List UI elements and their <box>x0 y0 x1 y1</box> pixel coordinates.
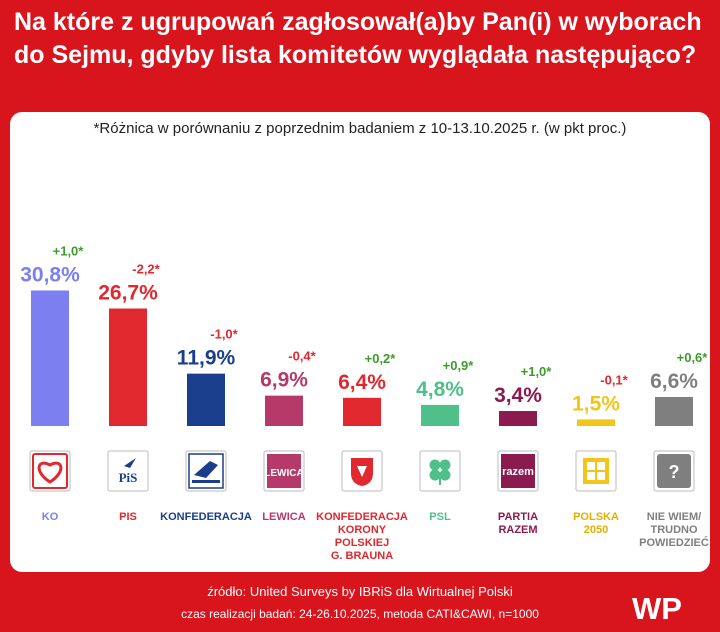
icon-fill <box>501 454 535 488</box>
change-label: +1,0* <box>53 243 85 258</box>
razem-logo-text: razem <box>502 466 534 478</box>
konfederacja-bar-shape <box>192 480 220 483</box>
bar-value-label: 6,9% <box>260 369 308 392</box>
lewica-logo-icon: LEWICA <box>263 450 305 492</box>
bar <box>265 395 303 426</box>
bar-value-label: 1,5% <box>572 392 620 415</box>
category-label: TRUDNO <box>650 524 697 536</box>
wp-logo-icon: WP <box>632 591 682 626</box>
pis-logo-icon: PiS <box>107 450 149 492</box>
icon-frame <box>419 450 461 492</box>
icon-fill <box>657 454 691 488</box>
korona-shield-icon <box>341 450 383 492</box>
category-label: PSL <box>429 511 451 523</box>
chart-note: *Różnica w porównaniu z poprzednim badan… <box>93 120 627 137</box>
change-label: -0,4* <box>288 349 316 364</box>
change-label: +0,2* <box>365 351 397 366</box>
bar <box>343 397 381 426</box>
svg-text:WP: WP <box>632 591 682 626</box>
category-label: NIE WIEM/ <box>647 511 701 523</box>
category-label: POWIEDZIEĆ <box>639 536 709 549</box>
clover-leaf <box>439 469 451 481</box>
logo-cell <box>587 462 595 470</box>
logo-cell <box>597 472 605 480</box>
category-label: PARTIA <box>498 511 538 523</box>
lewica-logo-text: LEWICA <box>264 468 303 479</box>
razem-logo-icon: razem <box>497 450 539 492</box>
clover-leaf <box>439 459 451 471</box>
category-label: KONFEDERACJA <box>160 511 252 523</box>
bar <box>655 396 693 426</box>
footer-time: czas realizacji badań: 24-26.10.2025, me… <box>181 607 539 621</box>
category-label: KORONY <box>338 524 387 536</box>
change-label: -2,2* <box>132 262 160 277</box>
category-label: POLSKIEJ <box>335 537 389 549</box>
shield-emblem <box>357 466 367 477</box>
change-label: -0,1* <box>600 372 628 387</box>
clover-stem <box>439 475 441 485</box>
category-label: LEWICA <box>262 511 305 523</box>
change-label: -1,0* <box>210 327 238 342</box>
category-label: RAZEM <box>498 524 537 536</box>
bar-value-label: 30,8% <box>20 263 80 286</box>
question-mark-icon: ? <box>653 450 695 492</box>
footer-source: źródło: United Surveys by IBRiS dla Wirt… <box>207 584 513 599</box>
bar <box>109 308 147 426</box>
eagle-shape <box>124 458 136 468</box>
logo-cell <box>587 472 595 480</box>
bar-value-label: 6,4% <box>338 371 386 394</box>
bar-value-label: 6,6% <box>650 370 698 393</box>
bar-value-label: 3,4% <box>494 384 542 407</box>
bar <box>421 404 459 426</box>
icon-fill <box>267 454 301 488</box>
bar-value-label: 4,8% <box>416 378 464 401</box>
category-label: G. BRAUNA <box>331 550 393 562</box>
category-label: KONFEDERACJA <box>316 511 408 523</box>
logo-cell <box>597 462 605 470</box>
pis-logo-text: PiS <box>119 470 138 485</box>
icon-fill <box>583 458 609 484</box>
polska2050-logo-icon <box>575 450 617 492</box>
icon-frame <box>107 450 149 492</box>
category-label: 2050 <box>584 524 608 536</box>
clover-leaf <box>429 469 441 481</box>
ko-heart-icon <box>29 450 71 492</box>
heart-shape <box>37 461 63 484</box>
change-label: +0,6* <box>677 350 709 365</box>
question-mark-text: ? <box>669 462 680 482</box>
change-label: +0,9* <box>443 358 475 373</box>
bar-value-label: 26,7% <box>98 282 158 305</box>
chart-title: Na które z ugrupowań zagłosował(a)by Pan… <box>14 8 702 69</box>
change-label: +1,0* <box>521 364 553 379</box>
konfederacja-logo-icon <box>185 450 227 492</box>
bar-value-label: 11,9% <box>177 347 236 370</box>
bar <box>499 411 537 426</box>
bar <box>187 373 225 426</box>
category-label: KO <box>42 511 59 523</box>
psl-clover-icon <box>419 450 461 492</box>
konfederacja-bird-shape <box>194 461 218 478</box>
clover-leaf <box>429 459 441 471</box>
category-label: POLSKA <box>573 511 619 523</box>
bar <box>577 419 615 426</box>
category-label: PIS <box>119 511 137 523</box>
bar <box>31 290 69 426</box>
